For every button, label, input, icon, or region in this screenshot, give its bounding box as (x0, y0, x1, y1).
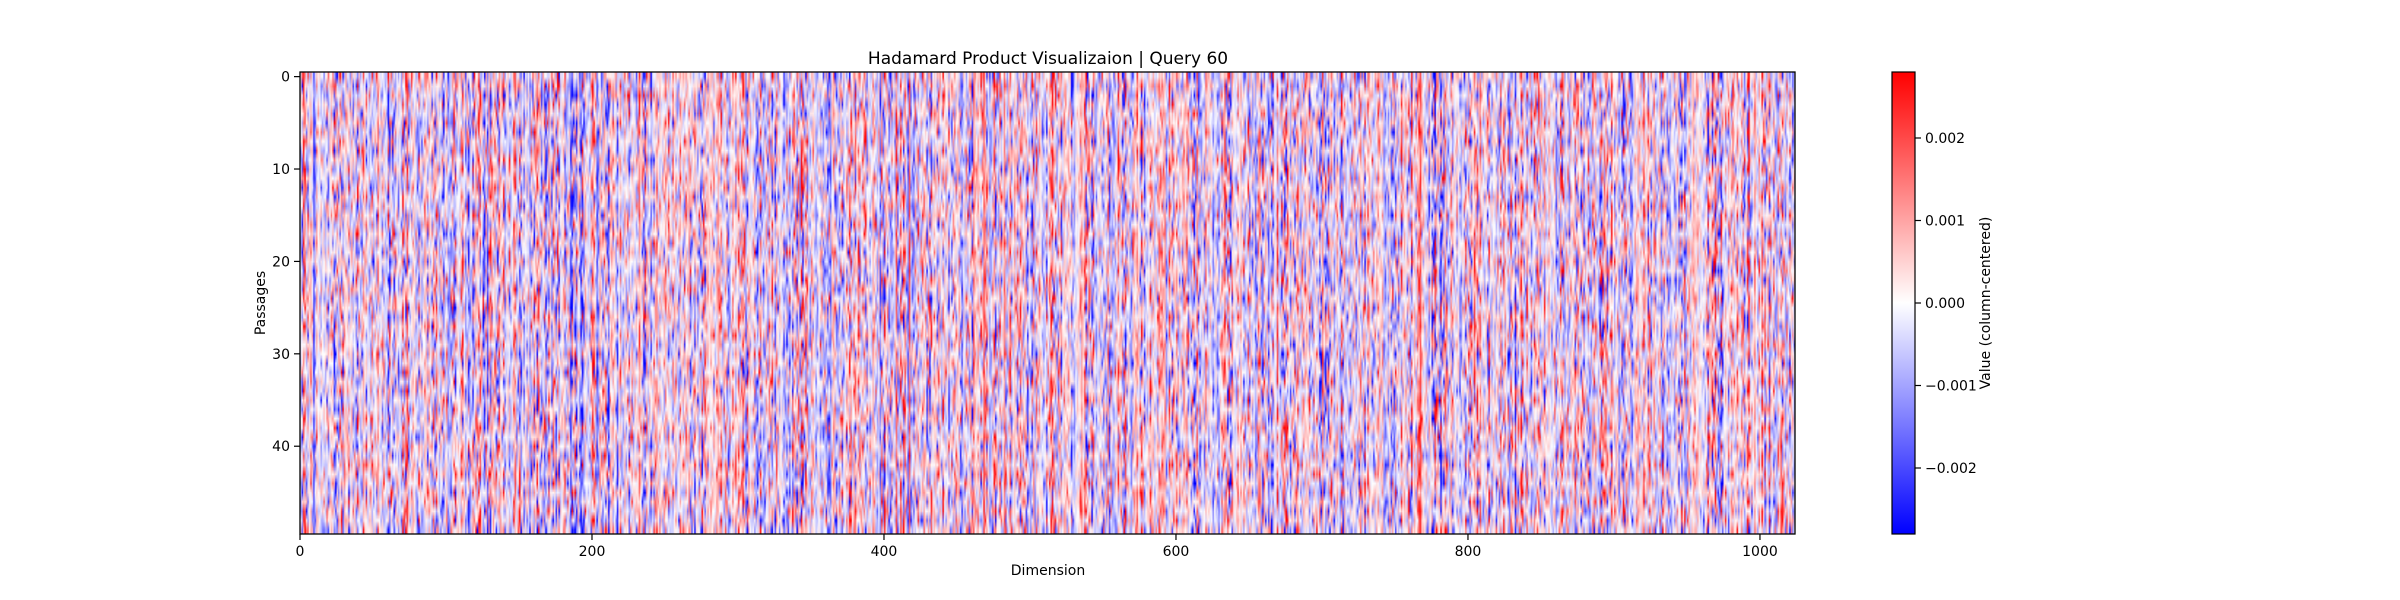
colorbar-label: Value (column-centered) (1978, 217, 1994, 390)
x-tick-label: 400 (871, 544, 898, 560)
x-axis-ticks: 0 200 400 600 800 1000 (296, 534, 1778, 560)
x-tick-label: 800 (1455, 544, 1482, 560)
colorbar-tick-label: 0.002 (1925, 131, 1965, 147)
x-tick-label: 1000 (1742, 544, 1778, 560)
x-tick-label: 0 (296, 544, 305, 560)
x-tick-label: 600 (1163, 544, 1190, 560)
chart-title: Hadamard Product Visualizaion | Query 60 (868, 49, 1228, 69)
heatmap-frame (299, 71, 1796, 535)
y-axis-label: Passages (253, 271, 269, 335)
y-tick-label: 0 (281, 70, 290, 86)
colorbar-tick-label: 0.001 (1925, 214, 1965, 230)
x-tick-label: 200 (579, 544, 606, 560)
y-tick-label: 20 (272, 254, 290, 270)
colorbar-tick-label: −0.001 (1925, 379, 1977, 395)
heatmap-cells (300, 72, 1795, 534)
colorbar (1891, 71, 1916, 535)
y-tick-label: 30 (272, 347, 290, 363)
colorbar-tick-label: −0.002 (1925, 461, 1977, 477)
y-axis-ticks: 0 10 20 30 40 (272, 70, 300, 455)
x-axis-label: Dimension (1011, 563, 1085, 579)
colorbar-tick-label: 0.000 (1925, 296, 1965, 312)
colorbar-ticks: 0.002 0.001 0.000 −0.001 −0.002 (1915, 131, 1977, 477)
y-tick-label: 40 (272, 439, 290, 455)
y-tick-label: 10 (272, 162, 290, 178)
